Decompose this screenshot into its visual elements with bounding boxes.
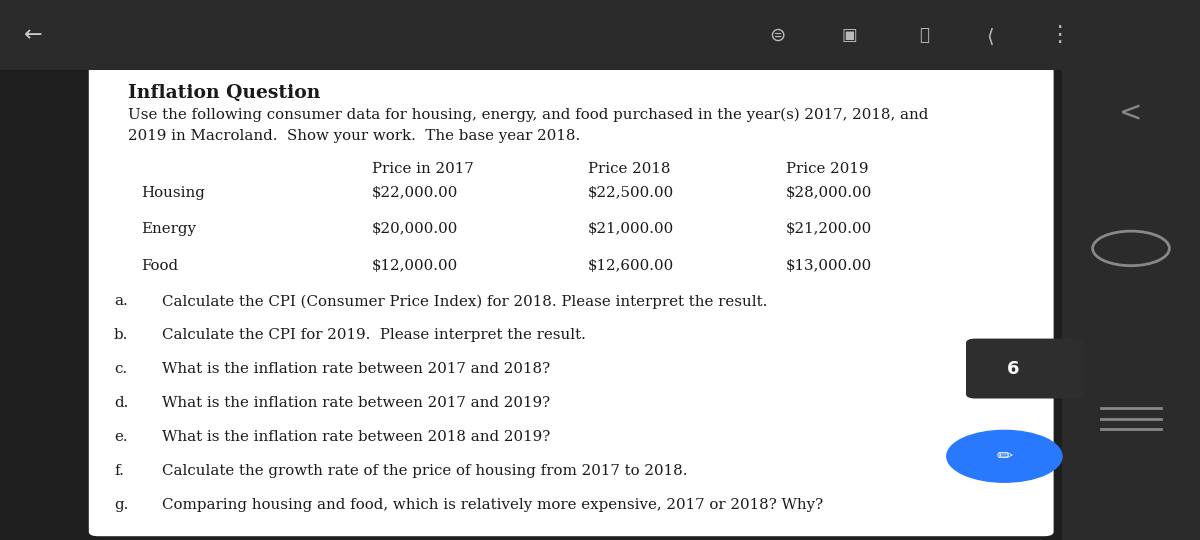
Text: 6: 6 <box>1007 360 1019 377</box>
Circle shape <box>947 430 1062 482</box>
Text: $21,200.00: $21,200.00 <box>786 222 872 237</box>
Text: b.: b. <box>114 328 128 342</box>
Text: ⊜: ⊜ <box>769 25 786 45</box>
Text: Inflation Question: Inflation Question <box>128 84 320 102</box>
Text: Price in 2017: Price in 2017 <box>372 162 474 176</box>
Text: $21,000.00: $21,000.00 <box>588 222 674 237</box>
Text: ⟨: ⟨ <box>986 25 994 45</box>
Text: $20,000.00: $20,000.00 <box>372 222 458 237</box>
Text: ←: ← <box>24 25 43 45</box>
Text: ✏: ✏ <box>996 447 1013 466</box>
FancyBboxPatch shape <box>89 66 1054 536</box>
Text: What is the inflation rate between 2017 and 2019?: What is the inflation rate between 2017 … <box>162 396 550 410</box>
Text: Food: Food <box>142 259 179 273</box>
Text: d.: d. <box>114 396 128 410</box>
Text: $13,000.00: $13,000.00 <box>786 259 872 273</box>
Text: Comparing housing and food, which is relatively more expensive, 2017 or 2018? Wh: Comparing housing and food, which is rel… <box>162 498 823 512</box>
Text: What is the inflation rate between 2018 and 2019?: What is the inflation rate between 2018 … <box>162 430 551 444</box>
Text: 2019 in Macroland.  Show your work.  The base year 2018.: 2019 in Macroland. Show your work. The b… <box>128 129 581 143</box>
Text: g.: g. <box>114 498 128 512</box>
Text: $22,000.00: $22,000.00 <box>372 186 458 200</box>
FancyBboxPatch shape <box>0 0 1200 70</box>
FancyBboxPatch shape <box>1062 0 1200 540</box>
Text: ⋮: ⋮ <box>1049 25 1070 45</box>
Text: $12,000.00: $12,000.00 <box>372 259 458 273</box>
Text: c.: c. <box>114 362 127 376</box>
Text: Use the following consumer data for housing, energy, and food purchased in the y: Use the following consumer data for hous… <box>128 108 929 123</box>
Text: <: < <box>1120 99 1142 127</box>
Text: Calculate the CPI for 2019.  Please interpret the result.: Calculate the CPI for 2019. Please inter… <box>162 328 586 342</box>
FancyBboxPatch shape <box>966 339 1084 399</box>
Text: Price 2019: Price 2019 <box>786 162 869 176</box>
Text: Energy: Energy <box>142 222 197 237</box>
Text: $28,000.00: $28,000.00 <box>786 186 872 200</box>
Text: ▣: ▣ <box>841 26 858 44</box>
Text: Calculate the CPI (Consumer Price Index) for 2018. Please interpret the result.: Calculate the CPI (Consumer Price Index)… <box>162 294 767 309</box>
Text: Calculate the growth rate of the price of housing from 2017 to 2018.: Calculate the growth rate of the price o… <box>162 464 688 478</box>
Text: Housing: Housing <box>142 186 205 200</box>
Text: 🔍: 🔍 <box>919 26 929 44</box>
Text: e.: e. <box>114 430 127 444</box>
Text: What is the inflation rate between 2017 and 2018?: What is the inflation rate between 2017 … <box>162 362 550 376</box>
Text: $22,500.00: $22,500.00 <box>588 186 674 200</box>
Text: f.: f. <box>114 464 124 478</box>
Text: Price 2018: Price 2018 <box>588 162 671 176</box>
Text: a.: a. <box>114 294 127 308</box>
Text: $12,600.00: $12,600.00 <box>588 259 674 273</box>
